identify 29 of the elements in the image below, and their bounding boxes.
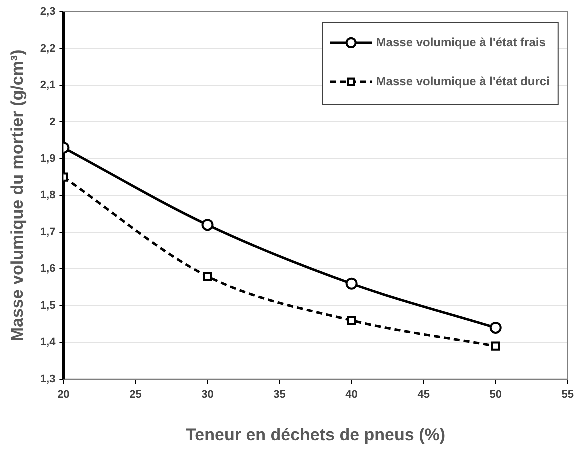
y-tick-label: 1,9 xyxy=(40,152,56,165)
y-tick-label: 2 xyxy=(50,116,56,128)
y-tick-label: 1,3 xyxy=(40,373,56,386)
y-tick-label: 2,2 xyxy=(40,42,56,55)
point xyxy=(202,219,214,232)
point xyxy=(346,278,358,290)
x-tick-label: 20 xyxy=(58,389,70,402)
y-tick-label: 1,6 xyxy=(40,263,56,276)
y-tick-label: 2,3 xyxy=(40,6,56,18)
y-tick-label: 1,8 xyxy=(40,190,56,202)
x-tick-label: 45 xyxy=(418,389,430,402)
x-tick-label: 40 xyxy=(346,389,358,402)
point xyxy=(203,272,212,282)
y-tick-label: 2,1 xyxy=(40,80,56,92)
x-tick-label: 35 xyxy=(274,389,286,402)
y-tick-label: 1,5 xyxy=(40,300,56,312)
y-axis-title: Masse volumique du mortier (g/cm³) xyxy=(8,50,27,342)
x-tick-label: 50 xyxy=(490,389,502,402)
legend-label: Masse volumique à l'état durci xyxy=(376,74,550,88)
y-tick-label: 1,7 xyxy=(40,226,56,238)
point xyxy=(347,316,356,326)
point xyxy=(490,322,502,334)
legend-label: Masse volumique à l'état frais xyxy=(376,35,546,50)
y-tick-label: 1,4 xyxy=(40,336,57,349)
x-tick-label: 25 xyxy=(130,389,142,402)
x-axis-title: Teneur en déchets de pneus (%) xyxy=(186,425,446,444)
x-tick-label: 30 xyxy=(202,389,214,402)
x-tick-label: 55 xyxy=(562,389,574,402)
point xyxy=(491,342,500,351)
